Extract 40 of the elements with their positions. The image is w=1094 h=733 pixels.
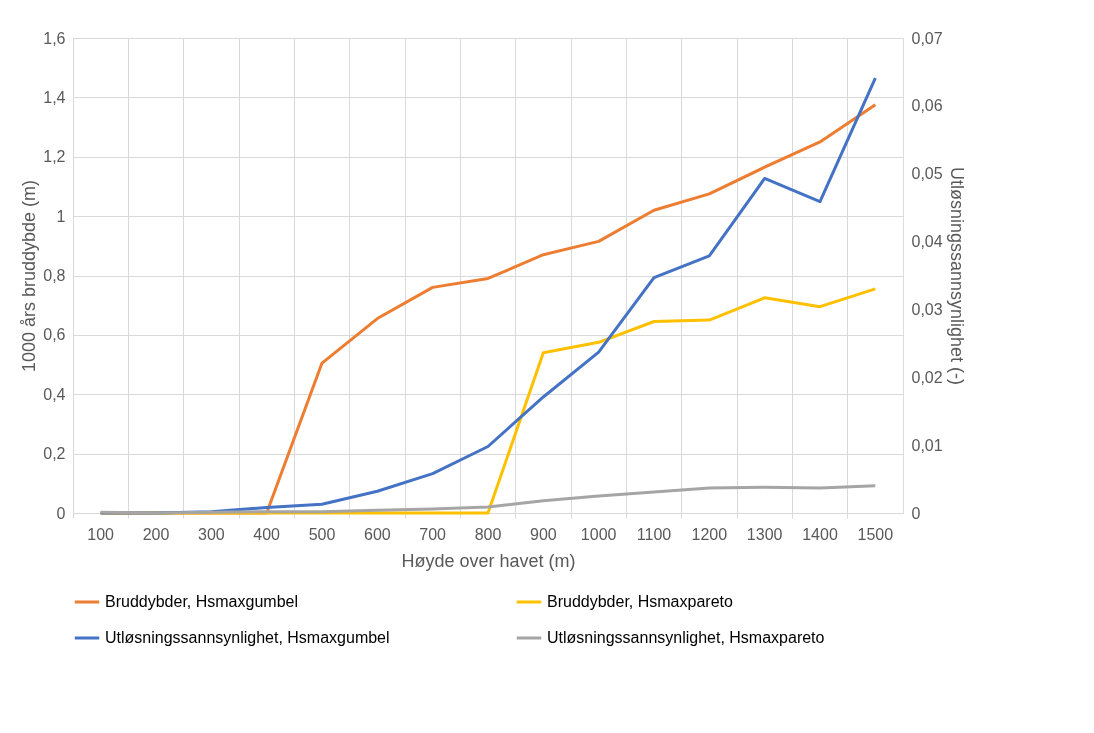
x-tick-label: 200	[142, 525, 170, 543]
legend-label: Utløsningssannsynlighet, Hsmaxgumbel	[105, 629, 390, 646]
y-axis-title: 1000 års bruddybde (m)	[19, 179, 40, 373]
x-tick-label: 1400	[802, 525, 838, 543]
y2-tick-label: 0	[911, 504, 921, 522]
x-tick-label: 900	[529, 525, 557, 543]
x-tick-label: 700	[419, 525, 447, 543]
x-tick-label: 1500	[857, 525, 894, 543]
x-tick-label: 300	[197, 525, 225, 543]
x-axis-title: Høyde over havet (m)	[401, 550, 576, 571]
legend-label: Bruddybder, Hsmaxpareto	[547, 593, 733, 610]
x-tick-label: 1100	[636, 525, 672, 543]
y-tick-label: 0,8	[43, 267, 66, 284]
legend-label: Bruddybder, Hsmaxgumbel	[105, 593, 298, 610]
y2-tick-label: 0,07	[911, 29, 943, 47]
y-tick-label: 0,2	[43, 445, 66, 463]
x-tick-label: 800	[474, 525, 502, 543]
x-tick-label: 1300	[746, 525, 783, 543]
x-tick-label: 500	[308, 525, 336, 543]
y-tick-label: 0,6	[43, 326, 66, 344]
y2-tick-label: 0,03	[911, 300, 943, 318]
x-tick-label: 100	[87, 525, 115, 543]
y-tick-label: 0	[56, 504, 66, 522]
y2-tick-label: 0,04	[911, 233, 943, 251]
y2-axis-title: Utløsningssannsynlighet (-)	[946, 166, 967, 386]
y-tick-label: 1	[56, 207, 66, 225]
y-tick-label: 1,2	[43, 148, 66, 166]
x-tick-label: 600	[363, 525, 391, 543]
legend-label: Utløsningssannsynlighet, Hsmaxpareto	[547, 629, 825, 646]
x-tick-label: 400	[253, 525, 281, 543]
x-tick-label: 1000	[580, 525, 617, 543]
y-tick-label: 0,4	[43, 385, 66, 403]
y-tick-label: 1,6	[43, 29, 66, 47]
line-series	[99, 484, 877, 515]
y2-tick-label: 0,02	[911, 368, 943, 386]
y2-tick-label: 0,05	[911, 165, 943, 183]
y-tick-label: 1,4	[43, 88, 66, 106]
y2-tick-label: 0,06	[911, 97, 943, 115]
y2-tick-label: 0,01	[911, 436, 943, 454]
x-tick-label: 1200	[691, 525, 728, 543]
